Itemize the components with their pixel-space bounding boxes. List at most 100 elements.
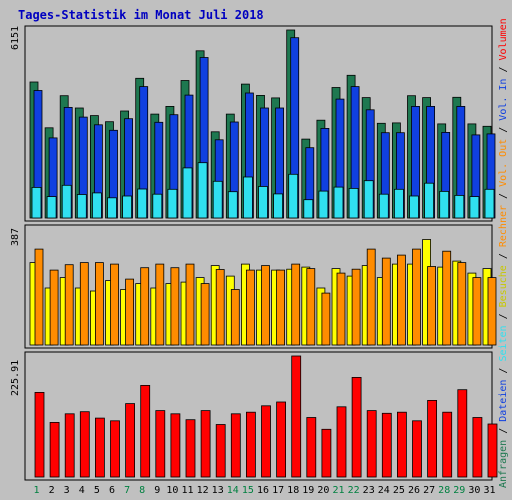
bar-top-seiten-day-9 [152,193,163,219]
x-tick-label-day-23: 23 [363,485,375,496]
bar-top-seiten-day-22 [348,187,359,219]
x-tick-label-day-20: 20 [317,485,329,496]
bar-top-seiten-day-30 [469,196,480,219]
x-tick-label-day-29: 29 [453,485,465,496]
bar-top-seiten-day-4 [76,194,87,219]
bar-bottom-volumen-day-30 [472,417,483,478]
x-tick-label-day-31: 31 [483,485,495,496]
x-tick-label-day-6: 6 [109,485,115,496]
chart-marks [29,29,498,478]
bar-mid-rechner-day-27 [427,266,437,346]
bar-top-seiten-day-19 [303,199,314,219]
bar-mid-rechner-day-18 [291,263,301,346]
bar-top-seiten-day-6 [107,197,117,219]
bar-mid-rechner-day-22 [351,268,361,346]
bar-mid-rechner-day-5 [95,262,104,346]
x-tick-label-day-25: 25 [393,485,405,496]
bar-mid-rechner-day-26 [412,248,421,346]
bar-mid-rechner-day-21 [336,272,346,346]
bar-bottom-volumen-day-3 [64,413,75,478]
bar-top-seiten-day-27 [424,182,435,219]
bar-bottom-volumen-day-29 [457,389,468,478]
chart-title: Tages-Statistik im Monat Juli 2018 [18,8,264,22]
x-tick-label-day-19: 19 [302,485,314,496]
x-tick-label-day-1: 1 [33,485,39,496]
bar-top-seiten-day-11 [182,167,193,219]
bar-bottom-volumen-day-24 [381,412,392,478]
bar-mid-rechner-day-10 [170,267,180,346]
x-tick-label-day-26: 26 [408,485,420,496]
bar-bottom-volumen-day-22 [351,376,362,478]
bar-bottom-volumen-day-28 [442,411,453,478]
x-tick-label-day-8: 8 [139,485,145,496]
bar-mid-rechner-day-7 [125,278,134,346]
bar-bottom-volumen-day-5 [95,417,105,478]
bar-top-seiten-day-25 [393,188,404,219]
bar-mid-rechner-day-20 [321,292,331,346]
bar-top-seiten-day-15 [242,176,253,219]
bar-bottom-volumen-day-4 [79,411,90,478]
bar-bottom-volumen-day-26 [412,420,422,478]
bar-top-seiten-day-29 [454,194,465,219]
bar-mid-rechner-day-4 [79,262,89,346]
side-legend-separator: / [498,307,509,325]
bar-top-seiten-day-14 [227,191,238,219]
bar-top-seiten-day-31 [484,188,495,219]
bar-top-seiten-day-8 [137,188,148,219]
bar-top-seiten-day-5 [92,192,102,219]
side-legend-volin: Vol. In [498,79,509,121]
x-tick-label-day-16: 16 [257,485,269,496]
bar-bottom-volumen-day-13 [215,424,226,478]
x-tick-label-day-28: 28 [438,485,450,496]
x-tick-label-day-9: 9 [154,485,160,496]
side-legend-dateien: Dateien [498,380,509,422]
bar-top-seiten-day-24 [378,193,389,219]
bar-top-seiten-day-26 [409,195,419,219]
bar-mid-rechner-day-19 [306,268,316,346]
bar-mid-rechner-day-12 [200,283,210,346]
bar-top-seiten-day-13 [212,180,223,219]
bar-mid-rechner-day-16 [261,265,270,346]
x-tick-label-day-2: 2 [49,485,55,496]
side-legend: Anfragen / Dateien / Seiten / Besuche / … [498,18,509,488]
bar-top-seiten-day-28 [439,190,450,219]
bar-mid-rechner-day-24 [381,257,391,346]
bar-bottom-volumen-day-7 [125,403,135,478]
side-legend-separator: / [498,247,509,265]
bar-bottom-volumen-day-9 [155,410,166,478]
bar-mid-rechner-day-8 [140,267,150,346]
side-legend-volumen: Volumen [498,18,509,60]
bar-top-seiten-day-16 [258,186,268,219]
bar-mid-rechner-day-3 [64,264,74,346]
x-tick-label-day-14: 14 [227,485,239,496]
y-max-label-top: 6151 [10,26,21,50]
side-legend-rechner: Rechner [498,205,509,247]
bar-bottom-volumen-day-17 [276,401,287,478]
x-tick-label-day-27: 27 [423,485,435,496]
side-legend-besuche: Besuche [498,265,509,307]
bar-bottom-volumen-day-31 [487,423,498,478]
bar-mid-rechner-day-15 [245,269,255,346]
y-max-label-bottom: 225.91 [10,360,21,396]
bar-bottom-volumen-day-1 [34,391,45,478]
side-legend-volout: Vol. Out [498,139,509,187]
side-legend-separator: / [498,60,509,78]
side-legend-anfragen: Anfragen [498,440,509,488]
x-tick-label-day-12: 12 [197,485,209,496]
bar-mid-rechner-day-1 [34,248,44,346]
x-tick-label-day-10: 10 [166,485,178,496]
bar-top-seiten-day-20 [318,190,329,219]
y-max-label-mid: 387 [10,228,21,246]
side-legend-seiten: Seiten [498,325,509,361]
bar-bottom-volumen-day-14 [230,413,241,478]
side-legend-separator: / [498,121,509,139]
x-tick-label-day-24: 24 [378,485,390,496]
bar-mid-rechner-day-2 [49,269,59,346]
bar-bottom-volumen-day-23 [366,410,377,478]
x-tick-label-day-7: 7 [124,485,130,496]
x-tick-labels: 1 2 3 4 5 6 7 8 9 10 11 12 13 14 15 16 17 18 19 20 21 22 23 24 2… [33,485,495,496]
x-tick-label-day-4: 4 [79,485,85,496]
x-tick-label-day-30: 30 [468,485,480,496]
bar-top-seiten-day-17 [273,193,284,219]
bar-bottom-volumen-day-27 [427,399,438,478]
